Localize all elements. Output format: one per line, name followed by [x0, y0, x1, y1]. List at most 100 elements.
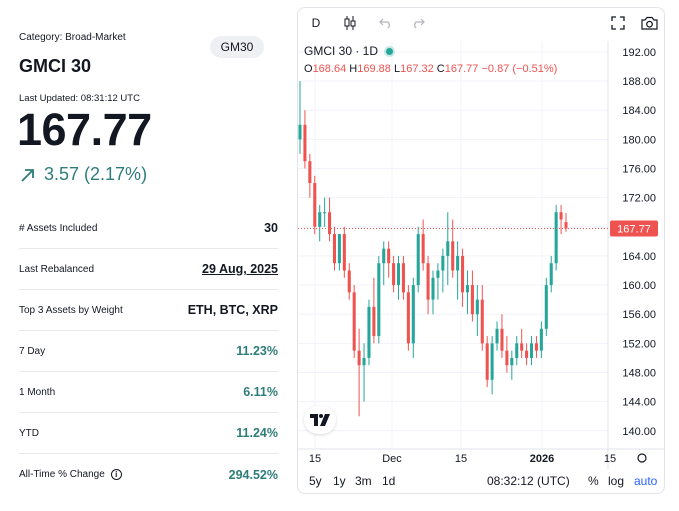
price-change-value: 3.57 (2.17%) [44, 164, 148, 184]
candle-body [539, 328, 543, 351]
index-name: GMCI 30 [19, 56, 92, 76]
stat-label-wrap: All-Time % Change i [19, 469, 122, 480]
stat-row-1-month: 1 Month 6.11% [19, 372, 278, 413]
utc-time[interactable]: 08:32:12 (UTC) [487, 474, 570, 488]
candle-body [426, 263, 430, 300]
candle-body [505, 350, 509, 366]
x-tick-label: 15 [309, 453, 321, 465]
candle-body [465, 285, 470, 293]
candle-body [382, 248, 386, 264]
percent-scale-button[interactable]: % [588, 474, 599, 488]
stats-list: # Assets Included 30 Last Rebalanced 29 … [19, 208, 278, 495]
y-tick-label: 192.00 [622, 47, 656, 59]
low-value: 167.32 [400, 63, 434, 75]
auto-scale-button[interactable]: auto [634, 474, 658, 488]
candle-body [367, 306, 371, 358]
candle-body [510, 357, 514, 366]
x-tick-label: 15 [604, 453, 616, 465]
last-updated-label: Last Updated: 08:31:12 UTC [19, 93, 140, 104]
candle-body [446, 241, 450, 256]
range-3m-button[interactable]: 3m [355, 474, 372, 488]
price-change: 3.57 (2.17%) [20, 164, 147, 185]
stat-value: 11.23% [236, 344, 278, 358]
candle-body [441, 255, 445, 271]
candle-body [342, 234, 346, 271]
close-label: C [436, 63, 445, 75]
close-value: 167.77 [444, 63, 479, 75]
symbol-interval-label: GMCI 30 · 1D [304, 44, 379, 58]
last-rebalanced-link[interactable]: 29 Aug, 2025 [202, 262, 278, 276]
candle-body [490, 343, 494, 380]
candle-body [372, 306, 376, 337]
log-scale-button[interactable]: log [608, 474, 625, 488]
stat-label: YTD [19, 427, 39, 439]
stat-row-top-assets: Top 3 Assets by Weight ETH, BTC, XRP [19, 290, 278, 331]
candle-body [298, 124, 302, 140]
stat-label: 1 Month [19, 386, 56, 398]
candle-body [396, 263, 401, 286]
candle-body [564, 222, 568, 229]
stat-row-last-rebalanced: Last Rebalanced 29 Aug, 2025 [19, 249, 278, 290]
index-summary-panel: Category: Broad-Market GM30 GMCI 30 Last… [0, 0, 290, 511]
y-tick-label: 164.00 [622, 251, 656, 263]
open-label: O [304, 63, 313, 75]
candle-body [357, 350, 361, 366]
y-tick-label: 152.00 [622, 338, 656, 350]
redo-icon[interactable] [410, 14, 426, 32]
candle-body [318, 212, 322, 227]
candlestick-chart[interactable]: 192.00 188.00 184.00 180.00 176.00 172.00 168.… [298, 41, 664, 494]
y-tick-label: 140.00 [622, 426, 656, 438]
candle-body [421, 234, 425, 264]
candle-body [332, 234, 337, 264]
current-price: 167.77 [17, 104, 152, 155]
candles-icon[interactable] [342, 14, 358, 32]
stat-value: 30 [264, 221, 278, 235]
candle-body [495, 328, 499, 344]
candle-body [436, 270, 440, 278]
x-tick-label: 15 [455, 453, 467, 465]
candle-body [461, 255, 465, 293]
y-tick-label: 156.00 [622, 309, 656, 321]
low-label: L [393, 63, 401, 75]
candle-body [303, 124, 307, 162]
chart-widget: D 192.00 188.00 184.00 180.00 176.00 172.00 16… [297, 7, 665, 494]
y-tick-label: 176.00 [622, 164, 656, 176]
stat-row-ytd: YTD 11.24% [19, 413, 278, 454]
candle-body [328, 212, 332, 235]
candle-body [525, 350, 529, 358]
candle-body [520, 343, 524, 351]
ticker-badge: GM30 [210, 36, 264, 58]
chart-bottom-bar: 5y 1y 3m 1d 08:32:12 (UTC) % log auto [298, 469, 664, 493]
candle-body [323, 212, 327, 214]
fullscreen-icon[interactable] [610, 14, 626, 32]
y-tick-label: 172.00 [622, 193, 656, 205]
candle-body [515, 343, 519, 358]
y-tick-label: 184.00 [622, 105, 656, 117]
candle-body [401, 263, 405, 293]
last-price-tag: 167.77 [617, 223, 651, 235]
range-5y-button[interactable]: 5y [309, 474, 322, 488]
undo-icon[interactable] [378, 14, 394, 32]
last-price-tag-bg [610, 220, 658, 237]
arrow-up-right-icon [20, 167, 36, 183]
candle-body [470, 285, 474, 315]
y-tick-label: 188.00 [622, 76, 656, 88]
candle-body [544, 285, 548, 329]
tradingview-logo-icon[interactable] [304, 406, 336, 434]
candle-body [485, 343, 489, 380]
camera-icon[interactable] [640, 14, 658, 32]
open-value: 168.64 [312, 63, 347, 75]
y-tick-label: 148.00 [622, 368, 656, 380]
x-tick-label: Dec [382, 453, 402, 465]
interval-button[interactable]: D [311, 16, 321, 30]
info-icon[interactable]: i [110, 469, 122, 480]
candle-body [308, 161, 312, 184]
chart-legend-title: GMCI 30 · 1D [304, 44, 394, 58]
range-1d-button[interactable]: 1d [382, 474, 396, 488]
candle-body [352, 292, 356, 351]
candle-body [451, 241, 455, 271]
y-tick-label: 160.00 [622, 280, 656, 292]
settings-gear-icon[interactable] [637, 453, 647, 463]
stat-label: Top 3 Assets by Weight [19, 304, 123, 316]
range-1y-button[interactable]: 1y [333, 474, 346, 488]
